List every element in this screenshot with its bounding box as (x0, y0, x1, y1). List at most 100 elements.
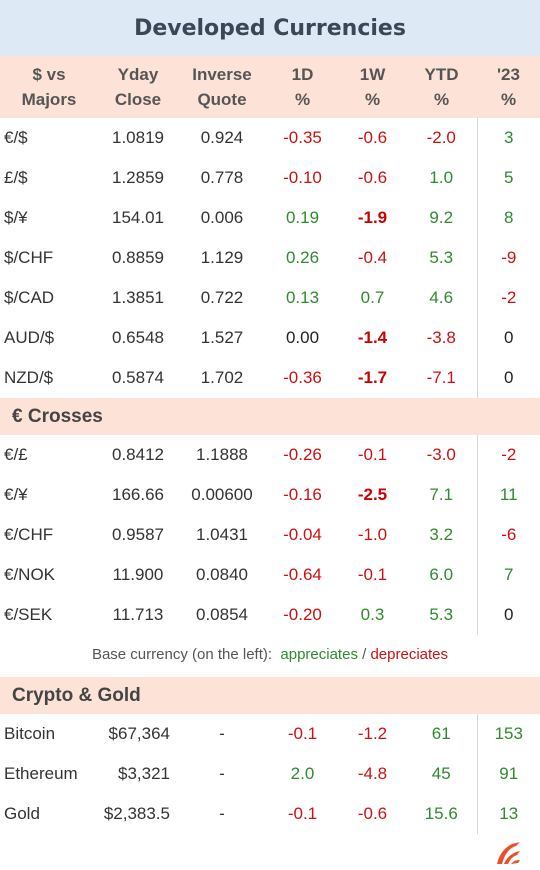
pair-name: £/$ (4, 168, 28, 187)
yday-close: 0.8412 (112, 445, 164, 464)
change-1w: -1.9 (357, 208, 388, 227)
depreciates-label: depreciates (370, 645, 449, 663)
change-2023: 7 (476, 555, 540, 595)
change-ytd: 5.3 (429, 605, 454, 624)
yday-close: 11.713 (112, 605, 164, 624)
inverse-quote: - (219, 804, 225, 823)
change-1d: -0.64 (283, 565, 322, 584)
change-2023: -9 (476, 238, 540, 278)
crypto-row: Ethereum $3,321 - 2.0 -4.8 45 91 (0, 754, 540, 794)
change-2023: -2 (476, 278, 540, 318)
change-1d: -0.20 (283, 605, 322, 624)
appreciates-label: appreciates (280, 645, 358, 663)
yday-close: 0.9587 (112, 525, 164, 544)
section-title-crypto: Crypto & Gold (12, 684, 141, 706)
major-row: $/¥ 154.01 0.006 0.19 -1.9 9.2 8 (0, 198, 540, 238)
change-1w: -0.4 (357, 248, 388, 267)
inverse-quote: 0.0840 (196, 565, 248, 584)
inverse-quote: 0.0854 (196, 605, 248, 624)
change-ytd: 7.1 (429, 485, 454, 504)
pair-name: Ethereum (4, 764, 78, 783)
change-1w: -1.2 (357, 724, 388, 743)
page-title: Developed Currencies (0, 0, 540, 56)
yday-close: $67,364 (108, 724, 170, 743)
pair-name: $/CHF (4, 248, 54, 267)
yday-close: 0.6548 (112, 328, 164, 347)
section-title-crosses: € Crosses (12, 405, 103, 427)
change-2023: 0 (476, 318, 540, 358)
change-1w: -0.6 (357, 168, 388, 187)
cross-row: €/CHF 0.9587 1.0431 -0.04 -1.0 3.2 -6 (0, 515, 540, 555)
yday-close: 11.900 (112, 565, 164, 584)
change-1d: -0.26 (283, 445, 322, 464)
change-ytd: 9.2 (429, 208, 454, 227)
header-yday-close: Yday Close (114, 65, 162, 109)
change-ytd: 61 (431, 724, 451, 743)
pair-name: Bitcoin (4, 724, 56, 743)
inverse-quote: 0.924 (200, 128, 244, 147)
inverse-quote: 1.0431 (196, 525, 248, 544)
yday-close: 166.66 (112, 485, 164, 504)
change-2023: 0 (476, 358, 540, 398)
pair-name: AUD/$ (4, 328, 55, 347)
change-1d: -0.35 (283, 128, 322, 147)
pair-name: €/SEK (4, 605, 53, 624)
change-ytd: -3.0 (426, 445, 456, 464)
crosses-section: €/£ 0.8412 1.1888 -0.26 -0.1 -3.0 -2 €/¥ 166.66 0… (0, 435, 540, 635)
yday-close: 1.0819 (112, 128, 164, 147)
inverse-quote: 1.702 (200, 368, 244, 387)
change-2023: 11 (476, 475, 540, 515)
change-1w: 0.7 (360, 288, 385, 307)
currency-table: $ vs Majors Yday Close Inverse Quote 1D% 1W… (0, 56, 540, 834)
change-2023: 0 (476, 595, 540, 635)
header-pair: $ vs Majors (21, 65, 77, 109)
change-1w: -0.6 (357, 804, 388, 823)
cross-row: €/NOK 11.900 0.0840 -0.64 -0.1 6.0 7 (0, 555, 540, 595)
header-1d: 1D% (291, 65, 314, 109)
change-ytd: -3.8 (426, 328, 456, 347)
change-ytd: 15.6 (424, 804, 458, 823)
change-ytd: 1.0 (429, 168, 454, 187)
legend-note: Base currency (on the left): appreciates… (0, 635, 540, 677)
yday-close: 1.2859 (112, 168, 164, 187)
inverse-quote: 0.006 (200, 208, 244, 227)
change-1w: -2.5 (357, 485, 388, 504)
change-2023: 5 (476, 158, 540, 198)
change-1d: -0.16 (283, 485, 322, 504)
change-1d: -0.10 (283, 168, 322, 187)
pair-name: Gold (4, 804, 40, 823)
change-1d: 0.26 (285, 248, 320, 267)
yday-close: 154.01 (112, 208, 164, 227)
change-2023: 91 (476, 754, 540, 794)
pair-name: $/¥ (4, 208, 28, 227)
pair-name: €/¥ (4, 485, 28, 504)
change-1w: -1.7 (357, 368, 388, 387)
cross-row: €/¥ 166.66 0.00600 -0.16 -2.5 7.1 11 (0, 475, 540, 515)
change-2023: 153 (476, 714, 540, 754)
inverse-quote: 0.778 (200, 168, 244, 187)
change-1d: 0.00 (285, 328, 320, 347)
change-ytd: -7.1 (426, 368, 456, 387)
major-row: £/$ 1.2859 0.778 -0.10 -0.6 1.0 5 (0, 158, 540, 198)
change-ytd: 3.2 (429, 525, 454, 544)
yday-close: $3,321 (118, 764, 170, 783)
change-ytd: 5.3 (429, 248, 454, 267)
pair-name: $/CAD (4, 288, 55, 307)
cross-row: €/SEK 11.713 0.0854 -0.20 0.3 5.3 0 (0, 595, 540, 635)
change-1d: 0.19 (285, 208, 320, 227)
inverse-quote: - (219, 764, 225, 783)
header-inverse-quote: Inverse Quote (192, 65, 252, 109)
inverse-quote: 0.722 (200, 288, 244, 307)
crosses-header: € Crosses (0, 398, 540, 435)
change-2023: -2 (476, 435, 540, 475)
change-1w: -0.6 (357, 128, 388, 147)
crypto-row: Bitcoin $67,364 - -0.1 -1.2 61 153 (0, 714, 540, 754)
yday-close: $2,383.5 (103, 804, 170, 823)
pair-name: €/NOK (4, 565, 56, 584)
change-1w: -4.8 (357, 764, 388, 783)
change-2023: 3 (476, 118, 540, 158)
pair-name: €/£ (4, 445, 28, 464)
change-ytd: 6.0 (429, 565, 454, 584)
change-1w: -0.1 (357, 565, 388, 584)
base-currency-note: Base currency (on the left): appreciates… (91, 645, 449, 663)
